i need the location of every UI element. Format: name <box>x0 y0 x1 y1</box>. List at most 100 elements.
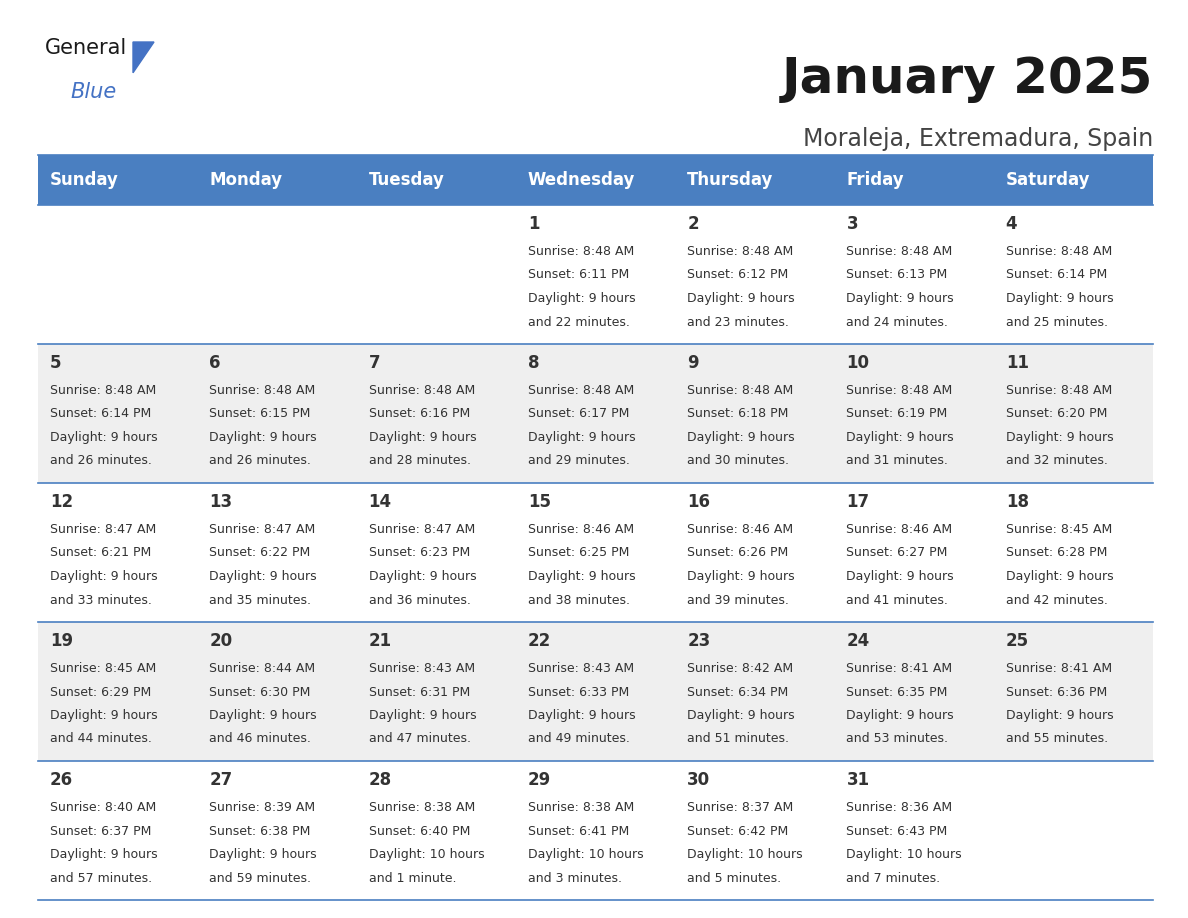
Text: and 55 minutes.: and 55 minutes. <box>1006 733 1108 745</box>
Bar <box>834 761 993 900</box>
Text: 8: 8 <box>527 354 539 372</box>
Text: and 53 minutes.: and 53 minutes. <box>846 733 948 745</box>
Text: General: General <box>45 38 127 58</box>
Text: and 25 minutes.: and 25 minutes. <box>1006 316 1107 329</box>
Bar <box>38 622 197 761</box>
Text: and 26 minutes.: and 26 minutes. <box>209 454 311 467</box>
Text: 14: 14 <box>368 493 392 511</box>
Bar <box>356 761 516 900</box>
Text: Daylight: 9 hours: Daylight: 9 hours <box>846 292 954 305</box>
Text: Daylight: 10 hours: Daylight: 10 hours <box>687 848 803 861</box>
Bar <box>834 483 993 622</box>
Text: Sunset: 6:29 PM: Sunset: 6:29 PM <box>50 686 151 699</box>
Text: Sunset: 6:34 PM: Sunset: 6:34 PM <box>687 686 789 699</box>
Text: and 41 minutes.: and 41 minutes. <box>846 594 948 607</box>
Text: Sunrise: 8:38 AM: Sunrise: 8:38 AM <box>368 801 475 814</box>
Text: and 36 minutes.: and 36 minutes. <box>368 594 470 607</box>
Text: 30: 30 <box>687 771 710 789</box>
Text: 27: 27 <box>209 771 233 789</box>
Bar <box>516 205 675 344</box>
Text: Sunrise: 8:42 AM: Sunrise: 8:42 AM <box>687 662 794 675</box>
Text: and 33 minutes.: and 33 minutes. <box>50 594 152 607</box>
Text: 17: 17 <box>846 493 870 511</box>
Text: Sunrise: 8:37 AM: Sunrise: 8:37 AM <box>687 801 794 814</box>
Text: Sunset: 6:28 PM: Sunset: 6:28 PM <box>1006 546 1107 559</box>
Bar <box>516 155 675 205</box>
Text: Wednesday: Wednesday <box>527 171 636 189</box>
Bar <box>38 761 197 900</box>
Bar <box>834 205 993 344</box>
Text: Sunrise: 8:41 AM: Sunrise: 8:41 AM <box>1006 662 1112 675</box>
Bar <box>356 622 516 761</box>
Text: Sunrise: 8:43 AM: Sunrise: 8:43 AM <box>527 662 634 675</box>
Text: 11: 11 <box>1006 354 1029 372</box>
Text: Sunrise: 8:41 AM: Sunrise: 8:41 AM <box>846 662 953 675</box>
Text: Sunset: 6:37 PM: Sunset: 6:37 PM <box>50 824 151 837</box>
Text: Sunrise: 8:48 AM: Sunrise: 8:48 AM <box>1006 245 1112 258</box>
Text: Sunrise: 8:47 AM: Sunrise: 8:47 AM <box>50 523 157 536</box>
Text: 21: 21 <box>368 632 392 650</box>
Text: 5: 5 <box>50 354 62 372</box>
Text: 6: 6 <box>209 354 221 372</box>
Bar <box>197 483 356 622</box>
Text: Sunset: 6:22 PM: Sunset: 6:22 PM <box>209 546 310 559</box>
Text: 4: 4 <box>1006 215 1017 233</box>
Text: Sunset: 6:11 PM: Sunset: 6:11 PM <box>527 268 630 282</box>
Text: Daylight: 9 hours: Daylight: 9 hours <box>687 292 795 305</box>
Text: and 59 minutes.: and 59 minutes. <box>209 871 311 885</box>
Text: Blue: Blue <box>70 82 116 102</box>
Text: Tuesday: Tuesday <box>368 171 444 189</box>
Bar <box>516 344 675 483</box>
Text: and 22 minutes.: and 22 minutes. <box>527 316 630 329</box>
Text: and 28 minutes.: and 28 minutes. <box>368 454 470 467</box>
Text: and 38 minutes.: and 38 minutes. <box>527 594 630 607</box>
Bar <box>675 483 834 622</box>
Text: 22: 22 <box>527 632 551 650</box>
Bar <box>516 761 675 900</box>
Text: and 57 minutes.: and 57 minutes. <box>50 871 152 885</box>
Text: Daylight: 9 hours: Daylight: 9 hours <box>846 709 954 722</box>
Bar <box>356 155 516 205</box>
Text: and 42 minutes.: and 42 minutes. <box>1006 594 1107 607</box>
Text: Moraleja, Extremadura, Spain: Moraleja, Extremadura, Spain <box>803 127 1154 151</box>
Text: Sunrise: 8:48 AM: Sunrise: 8:48 AM <box>687 245 794 258</box>
Text: Sunrise: 8:36 AM: Sunrise: 8:36 AM <box>846 801 953 814</box>
Bar <box>993 761 1154 900</box>
Text: Sunrise: 8:46 AM: Sunrise: 8:46 AM <box>846 523 953 536</box>
Bar <box>38 155 197 205</box>
Text: Sunrise: 8:45 AM: Sunrise: 8:45 AM <box>1006 523 1112 536</box>
Text: 29: 29 <box>527 771 551 789</box>
Text: Sunset: 6:16 PM: Sunset: 6:16 PM <box>368 408 469 420</box>
Bar <box>993 205 1154 344</box>
Text: 26: 26 <box>50 771 74 789</box>
Text: Daylight: 9 hours: Daylight: 9 hours <box>50 570 158 583</box>
Text: Daylight: 9 hours: Daylight: 9 hours <box>50 848 158 861</box>
Text: Daylight: 9 hours: Daylight: 9 hours <box>209 570 317 583</box>
Text: and 24 minutes.: and 24 minutes. <box>846 316 948 329</box>
Text: Daylight: 9 hours: Daylight: 9 hours <box>527 570 636 583</box>
Text: Sunset: 6:13 PM: Sunset: 6:13 PM <box>846 268 948 282</box>
Text: Sunset: 6:15 PM: Sunset: 6:15 PM <box>209 408 310 420</box>
Text: Monday: Monday <box>209 171 283 189</box>
Text: Sunrise: 8:46 AM: Sunrise: 8:46 AM <box>527 523 634 536</box>
Text: Daylight: 9 hours: Daylight: 9 hours <box>368 570 476 583</box>
Text: 23: 23 <box>687 632 710 650</box>
Text: Sunrise: 8:48 AM: Sunrise: 8:48 AM <box>687 384 794 397</box>
Text: Sunset: 6:14 PM: Sunset: 6:14 PM <box>50 408 151 420</box>
Bar <box>675 155 834 205</box>
Text: Sunrise: 8:44 AM: Sunrise: 8:44 AM <box>209 662 315 675</box>
Text: 15: 15 <box>527 493 551 511</box>
Bar <box>834 622 993 761</box>
Text: Sunset: 6:21 PM: Sunset: 6:21 PM <box>50 546 151 559</box>
Text: and 39 minutes.: and 39 minutes. <box>687 594 789 607</box>
Text: and 35 minutes.: and 35 minutes. <box>209 594 311 607</box>
Text: 18: 18 <box>1006 493 1029 511</box>
Text: 1: 1 <box>527 215 539 233</box>
Text: January 2025: January 2025 <box>782 55 1154 103</box>
Text: and 26 minutes.: and 26 minutes. <box>50 454 152 467</box>
Text: Thursday: Thursday <box>687 171 773 189</box>
Text: 31: 31 <box>846 771 870 789</box>
Text: Sunrise: 8:47 AM: Sunrise: 8:47 AM <box>209 523 316 536</box>
Text: Daylight: 10 hours: Daylight: 10 hours <box>846 848 962 861</box>
Bar <box>993 155 1154 205</box>
